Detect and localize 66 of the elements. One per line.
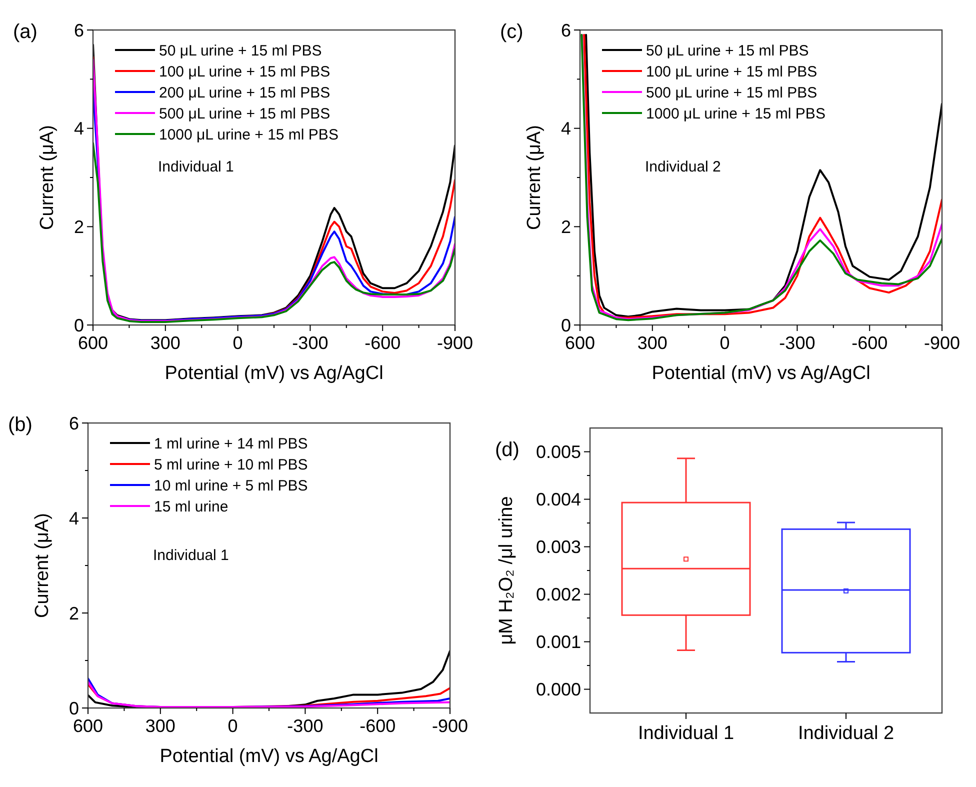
y-tick-label: 0 bbox=[74, 315, 84, 336]
x-tick-label: -300 bbox=[779, 333, 816, 353]
x-axis-title: Potential (mV) vs Ag/AgCl bbox=[164, 363, 384, 384]
y-tick-label: 0.002 bbox=[536, 584, 581, 605]
y-tick-label: 2 bbox=[74, 216, 84, 237]
y-tick-label: 0.001 bbox=[536, 632, 581, 652]
x-tick-label: 600 bbox=[564, 333, 596, 353]
y-tick-label: 0 bbox=[68, 698, 79, 718]
x-tick-label: 0 bbox=[228, 716, 238, 736]
legend-label: 500 μL urine + 15 ml PBS bbox=[646, 84, 818, 102]
legend-label: 1000 μL urine + 15 ml PBS bbox=[159, 126, 338, 144]
text: (b) bbox=[8, 414, 32, 436]
y-axis-title: Current (μA) bbox=[524, 125, 545, 230]
x-tick-label: -900 bbox=[432, 716, 468, 736]
x-tick-label: -300 bbox=[292, 333, 328, 353]
x-tick-label: -900 bbox=[924, 333, 960, 353]
legend-label: 5 ml urine + 10 ml PBS bbox=[154, 456, 308, 474]
annotation: Individual 1 bbox=[153, 546, 229, 564]
x-axis-title: Potential (mV) vs Ag/AgCl bbox=[652, 363, 870, 384]
y-tick-label: 0.000 bbox=[536, 680, 581, 700]
x-tick-label: -300 bbox=[287, 716, 324, 736]
legend-label: 15 ml urine bbox=[154, 498, 228, 516]
x-tick-label: 300 bbox=[637, 333, 668, 353]
text: (a) bbox=[13, 21, 38, 43]
y-tick-label: 0.004 bbox=[536, 490, 581, 510]
text: (c) bbox=[500, 21, 524, 43]
x-axis-title: Potential (mV) vs Ag/AgCl bbox=[160, 746, 378, 767]
y-tick-label: 4 bbox=[560, 118, 571, 139]
legend-label: 100 μL urine + 15 ml PBS bbox=[159, 63, 330, 80]
y-axis-title: Current (μA) bbox=[32, 513, 53, 618]
x-tick-label: 300 bbox=[150, 333, 180, 353]
annotation: Individual 2 bbox=[645, 158, 721, 176]
x-tick-label: Individual 2 bbox=[798, 723, 894, 744]
legend-label: 500 μL urine + 15 ml PBS bbox=[159, 105, 330, 122]
legend-label: 50 μL urine + 15 ml PBS bbox=[159, 42, 322, 60]
legend-label: 1 ml urine + 14 ml PBS bbox=[154, 435, 308, 452]
x-tick-label: -600 bbox=[360, 716, 396, 736]
legend-label: 10 ml urine + 5 ml PBS bbox=[154, 477, 308, 494]
y-tick-label: 4 bbox=[68, 508, 79, 528]
legend-label: 100 μL urine + 15 ml PBS bbox=[646, 63, 818, 80]
y-tick-label: 0.005 bbox=[536, 442, 581, 462]
y-axis-title: Current (μA) bbox=[37, 125, 58, 230]
text: (d) bbox=[495, 439, 520, 461]
x-tick-label: -900 bbox=[436, 333, 474, 353]
x-tick-label: 300 bbox=[145, 716, 176, 736]
x-tick-label: Individual 1 bbox=[638, 723, 734, 744]
y-tick-label: 4 bbox=[74, 118, 84, 139]
x-tick-label: -600 bbox=[364, 333, 401, 353]
y-tick-label: 6 bbox=[560, 20, 571, 40]
x-tick-label: 600 bbox=[78, 333, 108, 353]
y-axis-title: μM H₂O₂ /μl urine bbox=[496, 496, 517, 645]
legend-label: 50 μL urine + 15 ml PBS bbox=[646, 42, 809, 60]
y-tick-label: 2 bbox=[68, 603, 79, 624]
y-tick-label: 0.003 bbox=[536, 537, 581, 558]
annotation: Individual 1 bbox=[158, 158, 234, 176]
legend-label: 200 μL urine + 15 ml PBS bbox=[159, 84, 330, 102]
x-tick-label: -600 bbox=[852, 333, 888, 353]
y-tick-label: 6 bbox=[68, 413, 79, 434]
y-tick-label: 2 bbox=[560, 216, 571, 237]
y-tick-label: 6 bbox=[74, 20, 84, 40]
x-tick-label: 600 bbox=[72, 716, 104, 736]
legend-label: 1000 μL urine + 15 ml PBS bbox=[646, 105, 826, 122]
line-series bbox=[93, 142, 455, 324]
x-tick-label: 0 bbox=[720, 333, 730, 353]
y-tick-label: 0 bbox=[560, 315, 571, 336]
x-tick-label: 0 bbox=[232, 333, 243, 353]
